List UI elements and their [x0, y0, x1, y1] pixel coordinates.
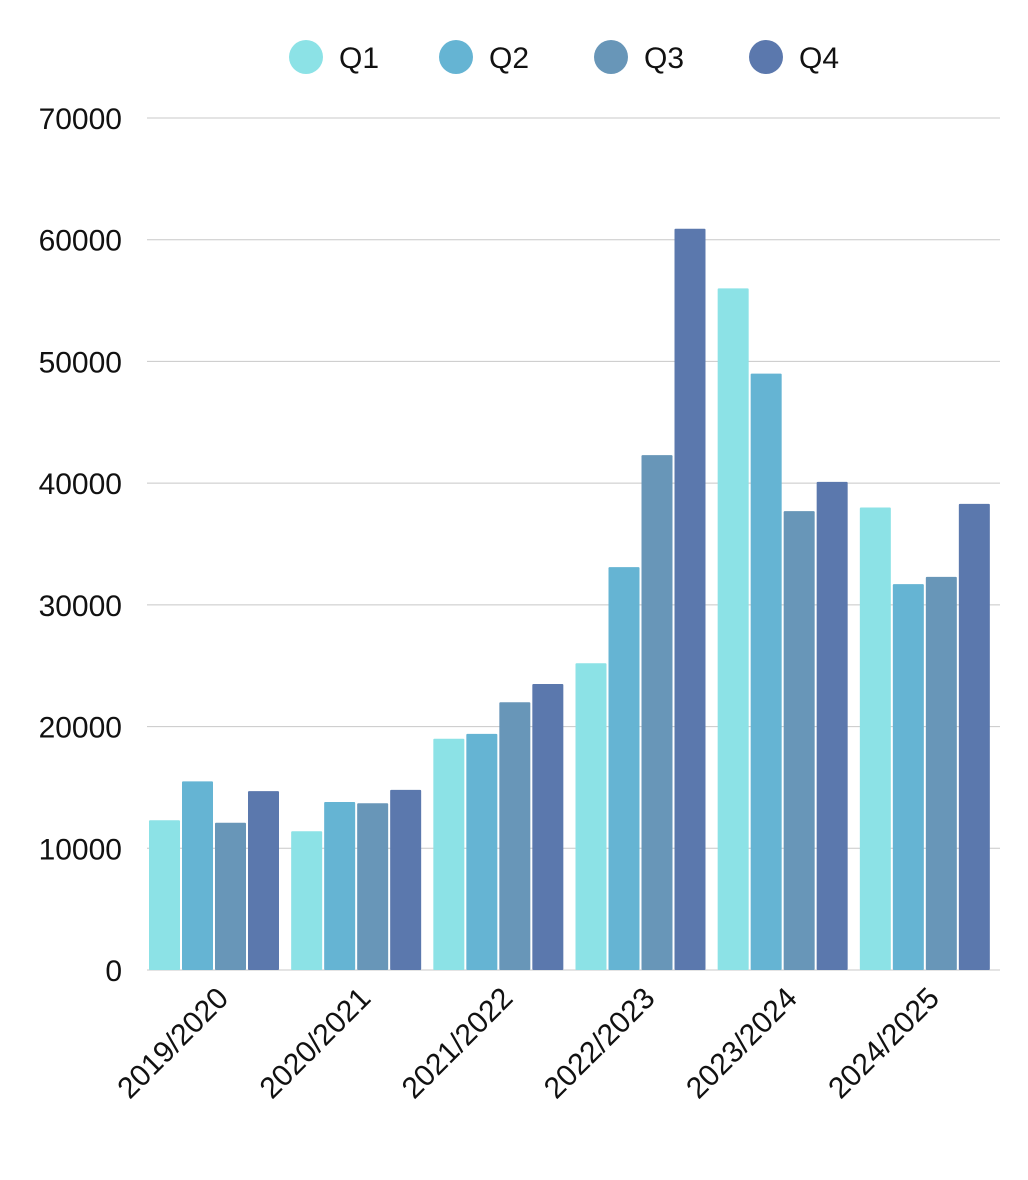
bar-q3-4	[783, 511, 815, 970]
bar-q1-5	[859, 507, 891, 970]
legend-label: Q3	[644, 42, 684, 75]
bar-q3-2	[499, 702, 531, 970]
bar-q4-4	[816, 481, 848, 970]
bar-q4-2	[532, 683, 564, 970]
bar-q3-1	[357, 803, 389, 970]
legend-swatch-q2	[439, 40, 473, 74]
legend-swatch-q1	[289, 40, 323, 74]
y-tick-label: 70000	[39, 103, 122, 136]
y-tick-label: 20000	[39, 712, 122, 745]
bar-q3-5	[925, 576, 957, 970]
bar-q2-0	[182, 781, 213, 970]
x-tick-label: 2021/2022	[396, 982, 520, 1106]
bar-q1-2	[433, 738, 465, 970]
y-axis: 0 10000 20000 30000 40000 50000 60000 70000	[39, 103, 122, 988]
y-tick-label: 0	[105, 955, 122, 988]
bar-q2-1	[324, 802, 356, 970]
legend-label: Q2	[489, 42, 529, 75]
bar-q2-4	[750, 373, 782, 971]
x-tick-label: 2022/2023	[538, 982, 662, 1106]
bar-q4-5	[958, 503, 990, 970]
y-tick-label: 60000	[39, 225, 122, 258]
bar-q1-1	[291, 831, 323, 970]
bar-q4-3	[674, 228, 706, 970]
gridlines	[147, 117, 1000, 971]
y-tick-label: 30000	[39, 590, 122, 623]
bar-q4-0	[248, 791, 279, 970]
bar-q1-4	[717, 288, 749, 970]
bar-q2-5	[892, 584, 924, 970]
bar-q2-3	[608, 567, 640, 970]
x-tick-label: 2020/2021	[254, 982, 378, 1106]
x-tick-label: 2019/2020	[111, 982, 235, 1106]
bar-q1-0	[149, 820, 180, 970]
bar-q4-1	[390, 789, 422, 970]
y-tick-label: 50000	[39, 346, 122, 379]
x-tick-label: 2024/2025	[822, 982, 946, 1106]
legend-label: Q4	[799, 42, 839, 75]
bar-q2-2	[466, 733, 498, 970]
x-axis: 2019/2020 2020/2021 2021/2022 2022/2023 2023…	[111, 982, 945, 1106]
y-tick-label: 40000	[39, 468, 122, 501]
bar-q3-0	[215, 822, 246, 970]
bar-q1-3	[575, 663, 607, 970]
bar-q3-3	[641, 455, 673, 970]
legend: Q1 Q2 Q3 Q4	[289, 40, 839, 75]
y-tick-label: 10000	[39, 833, 122, 866]
legend-label: Q1	[339, 42, 379, 75]
x-tick-label: 2023/2024	[680, 982, 804, 1106]
bars	[149, 228, 990, 971]
legend-swatch-q4	[749, 40, 783, 74]
legend-swatch-q3	[594, 40, 628, 74]
